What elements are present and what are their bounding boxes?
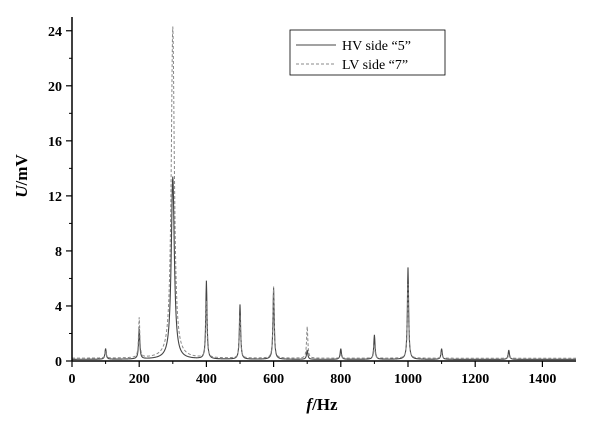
x-tick-label: 1000 (394, 372, 422, 387)
x-tick-label: 400 (196, 372, 217, 387)
y-tick-label: 8 (55, 245, 62, 260)
x-tick-label: 600 (263, 372, 284, 387)
y-tick-label: 4 (55, 300, 62, 315)
y-axis-label: U/mV (12, 154, 31, 198)
x-axis-label-italic: f (306, 395, 314, 414)
x-tick-label: 0 (69, 372, 76, 387)
x-tick-label: 1400 (528, 372, 556, 387)
y-tick-label: 12 (48, 190, 62, 205)
x-tick-label: 200 (129, 372, 150, 387)
plot-area (71, 17, 576, 362)
series-line-lv (72, 26, 576, 359)
series-line-hv (72, 176, 576, 360)
x-axis-label: f/Hz (306, 395, 338, 414)
y-tick-label: 0 (55, 355, 62, 370)
y-tick-label: 20 (48, 80, 62, 95)
legend: HV side “5” LV side “7” (289, 29, 446, 76)
x-tick-label: 1200 (461, 372, 489, 387)
y-axis-label-italic: U (12, 185, 31, 198)
y-tick-label: 16 (48, 135, 62, 150)
y-axis-label-unit: /mV (12, 154, 31, 187)
legend-label-hv: HV side “5” (342, 39, 411, 54)
x-tick-label: 800 (330, 372, 351, 387)
y-axis-ticks: 0 4 8 12 16 20 24 (48, 25, 72, 370)
y-tick-label: 24 (48, 25, 62, 40)
legend-box (289, 29, 446, 76)
x-axis-label-unit: /Hz (311, 395, 338, 414)
legend-label-lv: LV side “7” (342, 58, 408, 73)
x-axis-ticks: 0 200 400 600 800 1000 1200 1400 (69, 361, 556, 387)
